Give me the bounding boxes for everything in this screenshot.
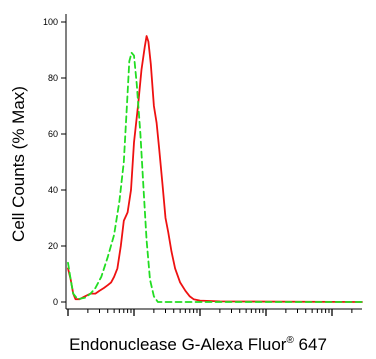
x-axis-title: Endonuclease G-Alexa Fluor® 647 [69, 335, 327, 354]
y-tick-label: 80 [48, 73, 58, 83]
series-layer [67, 35, 363, 303]
y-tick-label: 100 [43, 17, 58, 27]
plot-frame [65, 14, 362, 310]
x-axis-ticks [67, 309, 353, 316]
y-tick-label: 0 [53, 297, 58, 307]
y-tick-label: 20 [48, 241, 58, 251]
y-axis-title: Cell Counts (% Max) [9, 86, 28, 242]
series-line-2 [67, 51, 363, 303]
series-line-1 [67, 35, 363, 303]
y-tick-label: 60 [48, 129, 58, 139]
x-axis-title-registered: ® [286, 335, 294, 346]
y-tick-label: 40 [48, 185, 58, 195]
x-axis-title-main: Endonuclease G-Alexa Fluor [69, 335, 287, 354]
y-axis-ticks: 0 20 40 60 80 100 [43, 17, 66, 307]
x-axis-title-suffix: 647 [294, 335, 327, 354]
